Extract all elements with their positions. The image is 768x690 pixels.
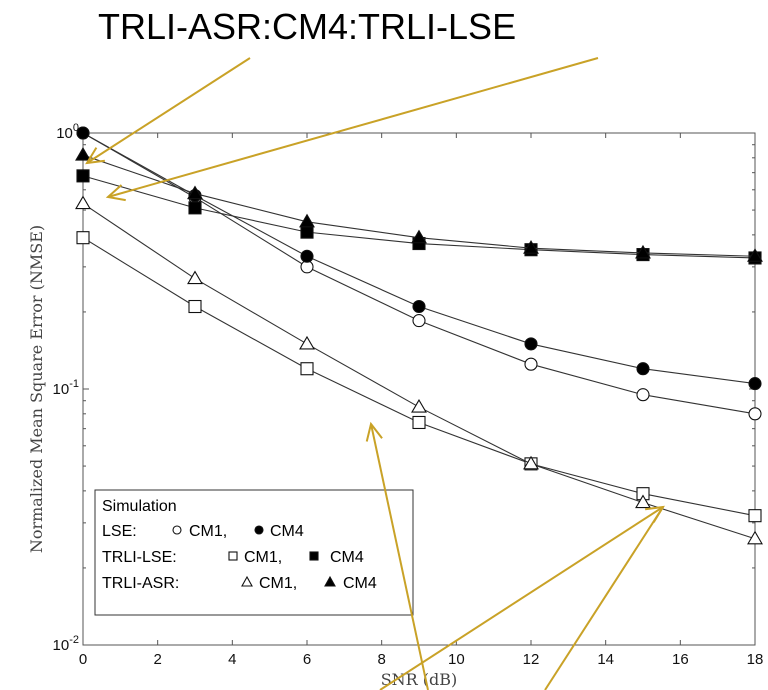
x-tick-label: 18	[747, 651, 764, 668]
triangle-marker	[523, 455, 539, 470]
square-marker	[76, 231, 90, 245]
triangle-marker	[187, 185, 203, 200]
triangle-marker	[635, 494, 651, 509]
triangle-marker	[523, 240, 539, 254]
annotation-label: TRLI-ASR:CM4:TRLI-LSE	[98, 6, 517, 47]
x-tick-label: 16	[672, 651, 689, 668]
annotation-arrow	[544, 506, 664, 690]
x-tick-label: 12	[523, 651, 540, 668]
legend-row-cm4: CM4	[270, 523, 304, 540]
arrowhead	[85, 147, 105, 165]
circle-marker	[412, 299, 426, 314]
arrowhead	[105, 184, 126, 202]
x-tick-label: 4	[228, 651, 236, 668]
annotation-arrow	[86, 57, 251, 164]
legend-title: Simulation	[102, 498, 177, 515]
circle-marker	[636, 362, 650, 376]
legend-row-label: LSE:	[102, 523, 137, 540]
circle-marker	[172, 525, 182, 535]
y-tick-label: 10-1	[53, 378, 79, 398]
y-tick-label: 10-2	[53, 634, 79, 654]
series-trli-asr-cm1	[75, 195, 763, 545]
circle-marker	[524, 357, 538, 371]
triangle-marker	[75, 146, 91, 161]
annotation-arrow	[107, 57, 599, 198]
legend-row-cm4: CM4	[330, 549, 364, 566]
series-layer	[75, 126, 763, 545]
square-marker	[748, 509, 762, 523]
circle-marker	[76, 126, 90, 140]
y-axis-label: Normalized Mean Square Error (NMSE)	[27, 225, 46, 553]
series-trli-lse-cm4	[76, 169, 762, 265]
x-axis-label: SNR (dB)	[381, 670, 458, 689]
square-marker	[76, 169, 90, 183]
axes-layer: 0 2 4 6 8 10 12 14 16 18 100 10-1 10-2 SNR (dB) Normal…	[27, 122, 763, 689]
series-trli-asr-cm4	[75, 146, 763, 262]
square-marker	[228, 551, 238, 561]
series-lse-cm1	[76, 126, 762, 421]
annotation-arrows	[85, 57, 665, 690]
circle-marker	[300, 249, 314, 263]
circle-marker	[254, 525, 264, 535]
legend-row-cm4: CM4	[343, 575, 377, 592]
triangle-marker	[747, 530, 763, 545]
annotation-arrow	[379, 506, 664, 690]
x-tick-label: 6	[303, 651, 311, 668]
triangle-marker	[635, 244, 651, 259]
square-marker	[309, 551, 319, 561]
circle-marker	[748, 377, 762, 391]
legend-row-cm1: CM1,	[259, 575, 297, 592]
triangle-marker	[75, 195, 91, 210]
triangle-marker	[411, 398, 427, 413]
circle-marker	[524, 337, 538, 351]
circle-marker	[748, 407, 762, 421]
circle-marker	[412, 314, 426, 328]
legend-row-label: TRLI-ASR:	[102, 575, 179, 592]
x-tick-label: 2	[153, 651, 161, 668]
triangle-marker	[187, 270, 203, 285]
legend: Simulation LSE: CM1, CM4 TRLI-LSE: CM1, CM4 TRL…	[94, 489, 414, 616]
x-tick-label: 0	[79, 651, 87, 668]
y-tick-label: 100	[56, 122, 79, 142]
square-marker	[412, 415, 426, 430]
triangle-marker	[411, 229, 427, 244]
circle-marker	[636, 388, 650, 402]
square-marker	[188, 201, 202, 215]
legend-box	[94, 489, 414, 616]
x-tick-label: 8	[377, 651, 385, 668]
square-marker	[188, 299, 202, 314]
series-line	[82, 132, 756, 385]
triangle-marker	[241, 575, 253, 587]
arrowhead	[645, 505, 665, 523]
legend-row-cm1: CM1,	[244, 549, 282, 566]
square-marker	[300, 362, 314, 376]
triangle-marker	[299, 213, 315, 228]
series-trli-lse-cm1	[76, 231, 762, 523]
legend-row-label: TRLI-LSE:	[102, 549, 177, 566]
triangle-marker	[324, 575, 336, 587]
legend-row-cm1: CM1,	[189, 523, 227, 540]
series-line	[82, 237, 756, 517]
square-marker	[300, 225, 314, 239]
series-lse-cm4	[76, 126, 762, 391]
x-tick-label: 14	[597, 651, 614, 668]
series-line	[82, 203, 756, 540]
x-tick-label: 10	[448, 651, 465, 668]
triangle-marker	[747, 248, 763, 262]
annotation-arrow	[370, 423, 429, 690]
triangle-marker	[299, 335, 315, 350]
arrowhead	[365, 421, 383, 442]
